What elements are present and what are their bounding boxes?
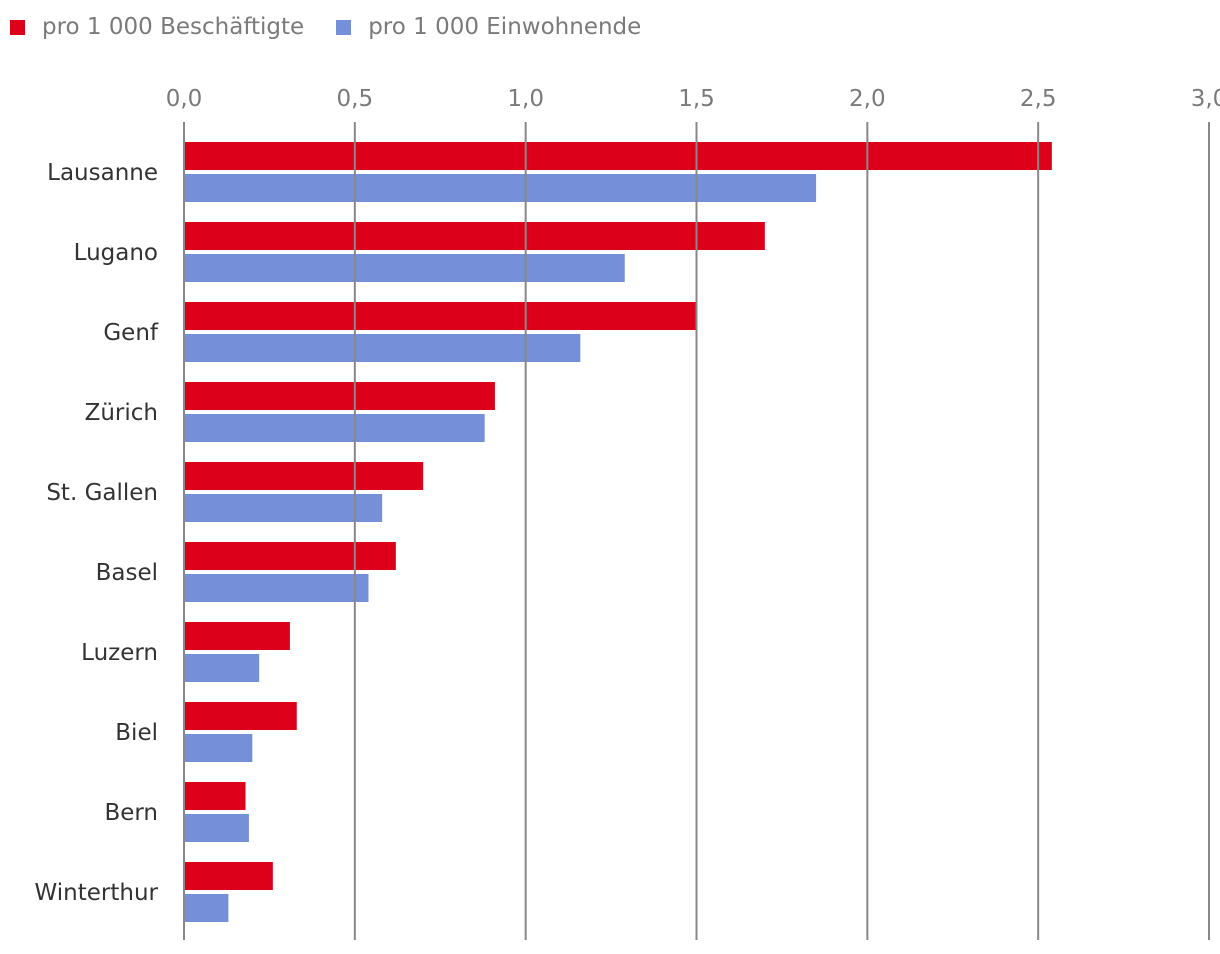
bar-einwohnende-4[interactable] <box>184 494 383 522</box>
legend-item-einwohnende[interactable]: pro 1 000 Einwohnende <box>336 14 641 40</box>
bar-einwohnende-1[interactable] <box>184 254 625 282</box>
bar-beschaeftigte-5[interactable] <box>184 542 396 570</box>
bar-einwohnende-7[interactable] <box>184 734 253 762</box>
tick-label-3: 1,5 <box>678 86 715 112</box>
bar-einwohnende-8[interactable] <box>184 814 249 842</box>
tick-label-0: 0,0 <box>166 86 203 112</box>
tick-label-4: 2,0 <box>849 86 886 112</box>
legend-swatch-einwohnende <box>336 19 352 35</box>
category-label-3: Zürich <box>85 400 158 426</box>
category-label-2: Genf <box>103 320 159 346</box>
category-label-4: St. Gallen <box>46 480 158 506</box>
bar-einwohnende-5[interactable] <box>184 574 369 602</box>
tick-label-1: 0,5 <box>337 86 374 112</box>
legend-item-beschaeftigte[interactable]: pro 1 000 Beschäftigte <box>10 14 304 40</box>
category-label-8: Bern <box>104 800 158 826</box>
category-label-5: Basel <box>96 560 158 586</box>
bar-einwohnende-6[interactable] <box>184 654 260 682</box>
bar-einwohnende-0[interactable] <box>184 174 817 202</box>
bar-beschaeftigte-9[interactable] <box>184 862 273 890</box>
tick-label-2: 1,0 <box>507 86 544 112</box>
legend-swatch-beschaeftigte <box>10 19 25 35</box>
bar-beschaeftigte-6[interactable] <box>184 622 290 650</box>
bar-einwohnende-2[interactable] <box>184 334 581 362</box>
bar-beschaeftigte-2[interactable] <box>184 302 697 330</box>
tick-label-5: 2,5 <box>1020 86 1057 112</box>
bar-beschaeftigte-8[interactable] <box>184 782 246 810</box>
legend-label-beschaeftigte: pro 1 000 Beschäftigte <box>42 14 305 40</box>
bar-beschaeftigte-7[interactable] <box>184 702 297 730</box>
category-label-1: Lugano <box>74 240 158 266</box>
legend: pro 1 000 Beschäftigte pro 1 000 Einwohn… <box>10 14 673 40</box>
bar-beschaeftigte-0[interactable] <box>184 142 1052 170</box>
bar-einwohnende-9[interactable] <box>184 894 229 922</box>
bar-beschaeftigte-1[interactable] <box>184 222 765 250</box>
bar-beschaeftigte-3[interactable] <box>184 382 495 410</box>
bar-einwohnende-3[interactable] <box>184 414 485 442</box>
bar-beschaeftigte-4[interactable] <box>184 462 424 490</box>
tick-label-6: 3,0 <box>1191 86 1220 112</box>
legend-label-einwohnende: pro 1 000 Einwohnende <box>368 14 642 40</box>
category-label-6: Luzern <box>81 640 158 666</box>
category-label-7: Biel <box>115 720 158 746</box>
category-label-9: Winterthur <box>35 880 159 906</box>
category-label-0: Lausanne <box>47 160 158 186</box>
